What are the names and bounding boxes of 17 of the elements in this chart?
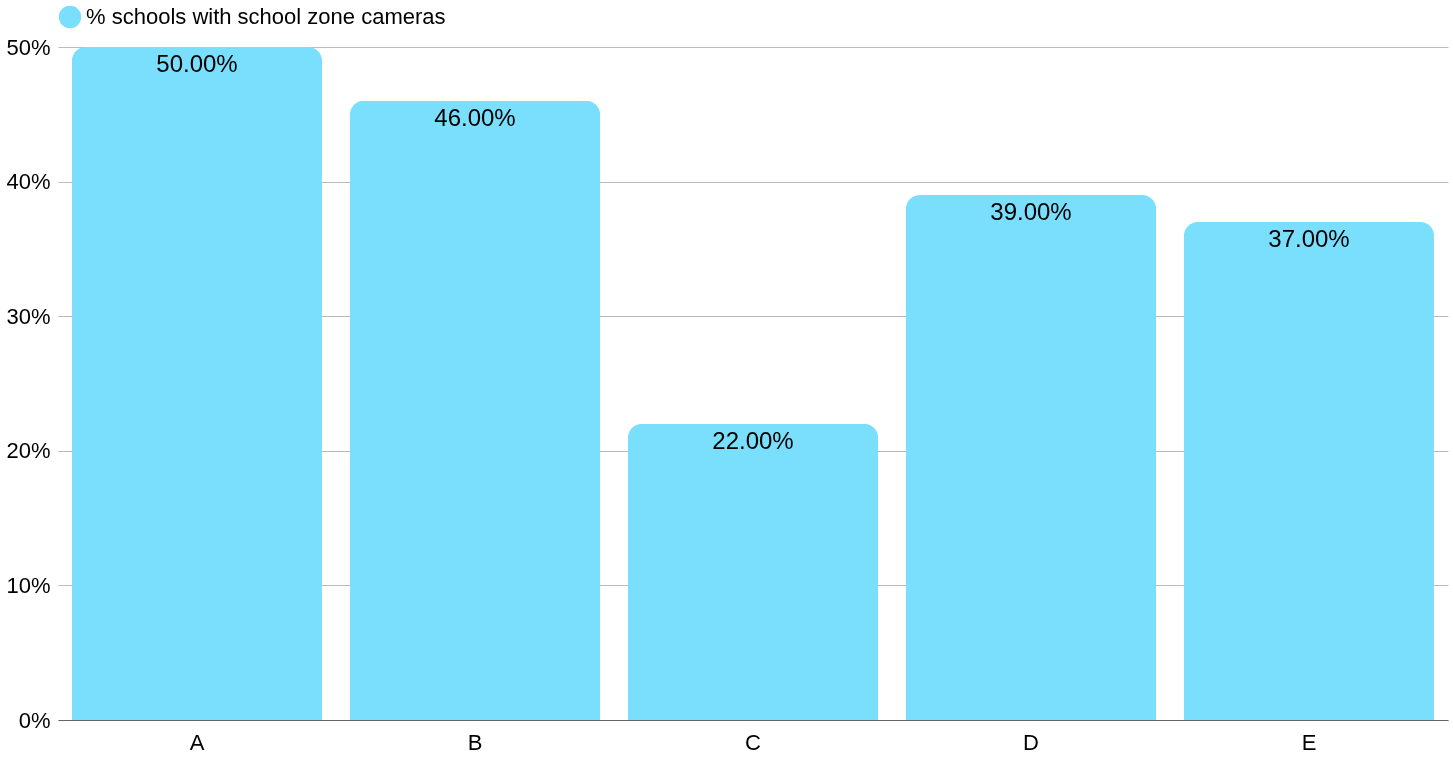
text: 22.00% — [712, 426, 794, 454]
text: 46.00% — [434, 103, 516, 131]
text: 37.00% — [1268, 224, 1350, 252]
y-tick-label: 0% — [18, 707, 51, 733]
x-tick-label: B — [467, 729, 483, 755]
x-tick-label: E — [1301, 729, 1317, 755]
x-tick-label: A — [189, 729, 205, 755]
y-tick-label: 10% — [6, 572, 51, 598]
text: 50.00% — [156, 50, 238, 77]
x-tick-label: D — [1023, 729, 1039, 755]
y-tick-label: 20% — [6, 438, 51, 464]
legend-label: % schools with school zone cameras — [86, 4, 446, 29]
y-tick-label: 40% — [6, 169, 51, 195]
y-tick-label: 50% — [6, 34, 51, 60]
text: 39.00% — [990, 198, 1072, 226]
y-tick-label: 30% — [6, 303, 51, 329]
x-tick-label: C — [745, 729, 762, 755]
